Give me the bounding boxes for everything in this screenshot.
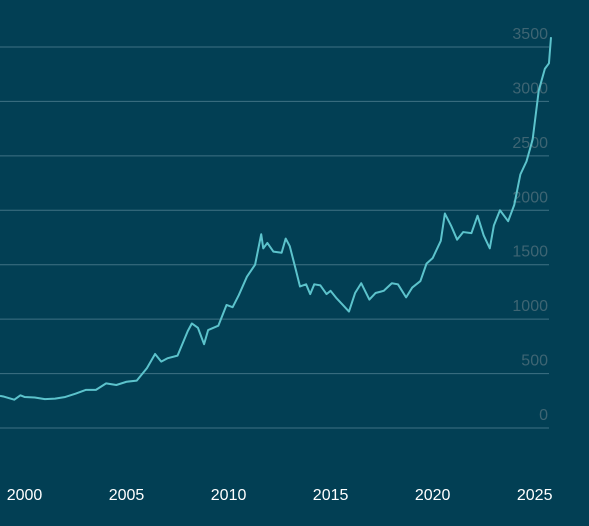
x-tick-label: 2005 bbox=[109, 487, 145, 504]
x-tick-label: 2000 bbox=[7, 487, 43, 504]
y-tick-label: 0 bbox=[539, 407, 548, 424]
x-tick-label: 2010 bbox=[211, 487, 247, 504]
x-tick-label: 2020 bbox=[415, 487, 451, 504]
y-tick-label: 1000 bbox=[512, 298, 548, 315]
y-tick-label: 2000 bbox=[512, 189, 548, 206]
y-tick-label: 3500 bbox=[512, 26, 548, 43]
x-tick-label: 2015 bbox=[313, 487, 349, 504]
y-tick-label: 1500 bbox=[512, 244, 548, 261]
x-tick-label: 2025 bbox=[517, 487, 553, 504]
y-tick-label: 3000 bbox=[512, 80, 548, 97]
price-line bbox=[0, 37, 552, 401]
y-tick-label: 500 bbox=[521, 353, 548, 370]
y-tick-label: 2500 bbox=[512, 135, 548, 152]
